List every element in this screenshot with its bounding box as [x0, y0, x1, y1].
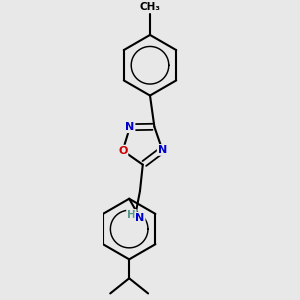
Text: CH₃: CH₃ — [140, 2, 160, 11]
Text: N: N — [158, 145, 167, 155]
Text: N: N — [135, 213, 145, 223]
Text: O: O — [118, 146, 128, 156]
Text: N: N — [125, 122, 134, 132]
Text: H: H — [127, 210, 136, 220]
